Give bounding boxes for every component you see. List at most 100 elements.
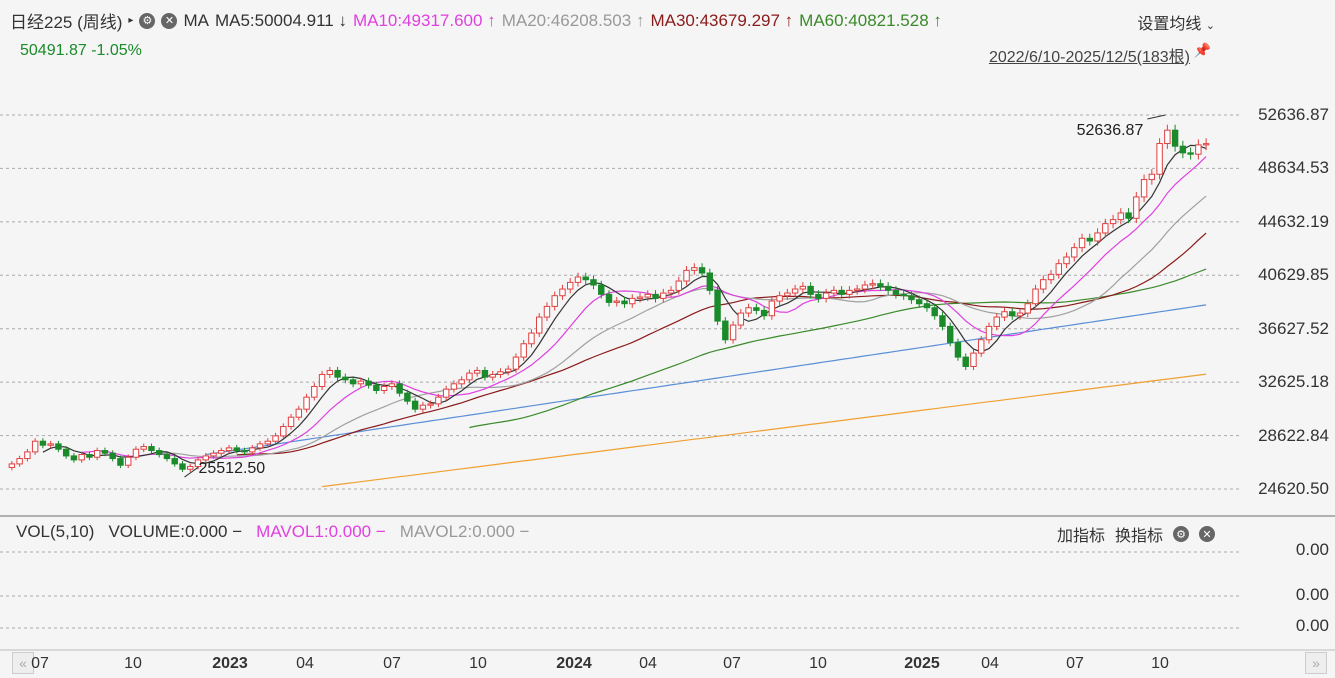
candle-body[interactable]	[225, 447, 233, 452]
candle-body[interactable]	[1016, 312, 1024, 317]
candle-body[interactable]	[380, 385, 388, 391]
candle-body[interactable]	[590, 279, 597, 286]
candle-body[interactable]	[760, 309, 768, 317]
candle-body[interactable]	[287, 416, 295, 428]
candle-body[interactable]	[1171, 129, 1179, 147]
candle-body[interactable]	[877, 283, 884, 287]
candle-body[interactable]	[272, 435, 279, 442]
candle-body[interactable]	[799, 285, 807, 290]
candle-body[interactable]	[8, 463, 16, 468]
candle-body[interactable]	[388, 383, 396, 387]
candle-body[interactable]	[349, 379, 357, 385]
candle-body[interactable]	[706, 272, 714, 291]
candle-body[interactable]	[1109, 219, 1117, 225]
candle-body[interactable]	[1001, 311, 1008, 318]
candle-body[interactable]	[815, 293, 822, 299]
candle-body[interactable]	[39, 440, 47, 446]
candle-body[interactable]	[807, 285, 814, 295]
candle-body[interactable]	[342, 376, 349, 381]
candle-body[interactable]	[768, 300, 776, 317]
candle-body[interactable]	[1148, 173, 1156, 181]
candle-body[interactable]	[295, 408, 303, 418]
ma-settings-button[interactable]: 设置均线 ⌄	[1137, 16, 1215, 33]
candle-body[interactable]	[318, 373, 326, 387]
candle-body[interactable]	[86, 454, 93, 458]
candle-body[interactable]	[1140, 179, 1148, 198]
candle-body[interactable]	[621, 300, 628, 305]
candle-body[interactable]	[373, 384, 380, 391]
candle-body[interactable]	[520, 343, 527, 358]
candle-body[interactable]	[535, 316, 543, 334]
candle-body[interactable]	[1094, 232, 1101, 242]
candle-body[interactable]	[458, 379, 465, 385]
candle-body[interactable]	[985, 325, 993, 341]
candle-body[interactable]	[729, 324, 737, 341]
candle-body[interactable]	[923, 303, 931, 309]
candle-body[interactable]	[683, 269, 690, 282]
candle-body[interactable]	[481, 369, 489, 378]
candle-body[interactable]	[132, 448, 140, 458]
caret-right-icon[interactable]: ▸	[128, 15, 134, 26]
candle-body[interactable]	[1195, 144, 1202, 155]
candle-body[interactable]	[822, 292, 830, 299]
candle-body[interactable]	[660, 292, 667, 299]
candle-body[interactable]	[512, 356, 520, 370]
candle-body[interactable]	[1055, 263, 1062, 275]
candle-body[interactable]	[171, 458, 178, 465]
gear-icon[interactable]: ⚙	[1173, 526, 1189, 542]
candle-body[interactable]	[109, 452, 116, 460]
candle-body[interactable]	[264, 440, 272, 445]
pin-icon[interactable]: 📌	[1193, 42, 1211, 58]
candle-body[interactable]	[691, 267, 698, 271]
candle-body[interactable]	[1133, 196, 1140, 219]
date-range-link[interactable]: 2022/6/10-2025/12/5(183根)	[988, 49, 1190, 66]
candle-body[interactable]	[869, 283, 876, 286]
candle-body[interactable]	[861, 284, 869, 290]
candle-body[interactable]	[1187, 152, 1194, 155]
candle-body[interactable]	[791, 288, 799, 294]
candle-body[interactable]	[411, 400, 419, 410]
candle-body[interactable]	[1086, 237, 1094, 242]
candle-body[interactable]	[427, 403, 434, 406]
candle-body[interactable]	[1117, 212, 1125, 221]
candle-body[interactable]	[504, 368, 512, 373]
candle-body[interactable]	[598, 284, 605, 295]
candle-body[interactable]	[567, 281, 574, 290]
candle-body[interactable]	[16, 458, 23, 465]
scroll-left-button[interactable]: «	[12, 652, 34, 674]
candle-body[interactable]	[210, 452, 217, 457]
candle-body[interactable]	[179, 463, 186, 470]
candle-body[interactable]	[830, 289, 838, 294]
candle-body[interactable]	[978, 339, 985, 354]
candle-body[interactable]	[1071, 247, 1078, 258]
candle-body[interactable]	[450, 383, 458, 390]
candle-body[interactable]	[326, 369, 334, 375]
candle-body[interactable]	[613, 300, 620, 303]
candle-body[interactable]	[140, 446, 147, 450]
candle-body[interactable]	[334, 369, 341, 378]
candle-body[interactable]	[652, 293, 659, 299]
candle-body[interactable]	[753, 307, 760, 311]
close-icon[interactable]: ✕	[1199, 526, 1215, 542]
candle-body[interactable]	[489, 373, 496, 378]
switch-indicator-button[interactable]: 换指标	[1114, 528, 1163, 545]
candle-body[interactable]	[194, 459, 202, 468]
candle-body[interactable]	[249, 447, 256, 453]
candle-body[interactable]	[737, 312, 745, 326]
candle-body[interactable]	[365, 380, 372, 386]
candle-body[interactable]	[900, 293, 907, 297]
candle-body[interactable]	[442, 388, 450, 398]
candle-body[interactable]	[629, 297, 636, 305]
candle-body[interactable]	[931, 307, 938, 317]
candle-body[interactable]	[528, 332, 535, 345]
candle-body[interactable]	[256, 443, 264, 449]
candle-body[interactable]	[1078, 237, 1086, 249]
candle-body[interactable]	[233, 447, 240, 452]
candle-body[interactable]	[466, 372, 473, 381]
candle-body[interactable]	[675, 280, 683, 291]
candle-body[interactable]	[473, 369, 481, 374]
candle-body[interactable]	[62, 448, 70, 457]
candle-body[interactable]	[101, 450, 109, 454]
candle-body[interactable]	[1156, 143, 1163, 175]
candle-body[interactable]	[582, 276, 589, 281]
